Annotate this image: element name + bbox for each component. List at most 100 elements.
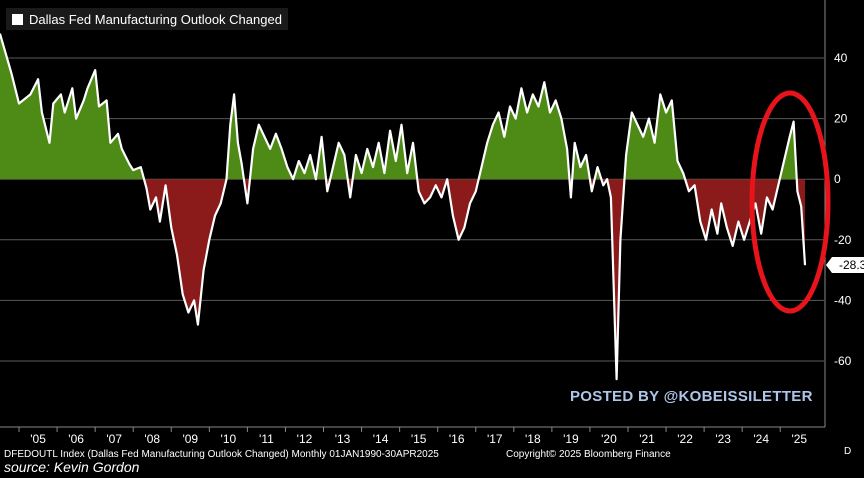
data-point xyxy=(182,293,184,295)
data-point xyxy=(705,239,707,241)
data-point xyxy=(229,124,231,126)
x-tick-label: '15 xyxy=(411,432,427,446)
data-point xyxy=(469,202,471,204)
data-point xyxy=(452,215,454,217)
x-tick-label: '24 xyxy=(753,432,769,446)
data-point xyxy=(197,324,199,326)
y-tick-label: 40 xyxy=(834,51,848,65)
x-tick-label: '21 xyxy=(639,432,655,446)
data-point xyxy=(269,148,271,150)
highlight-ellipse xyxy=(749,90,831,314)
data-point xyxy=(570,196,572,198)
data-point xyxy=(423,202,425,204)
data-point xyxy=(86,87,89,89)
data-point xyxy=(176,254,178,256)
data-point xyxy=(440,196,443,198)
data-point xyxy=(574,142,576,144)
x-tick-label: '06 xyxy=(68,432,84,446)
data-point xyxy=(549,111,551,114)
data-point xyxy=(446,178,448,180)
data-point xyxy=(10,72,12,74)
data-point xyxy=(480,166,483,168)
data-point xyxy=(694,184,696,186)
data-point xyxy=(676,160,679,162)
data-point xyxy=(0,33,1,35)
x-tick-label: '08 xyxy=(144,432,160,446)
data-point xyxy=(286,166,288,168)
data-point xyxy=(128,163,130,165)
data-point xyxy=(665,111,667,114)
data-point xyxy=(298,160,300,162)
data-point xyxy=(220,202,222,204)
data-point xyxy=(688,190,690,192)
data-point xyxy=(463,227,465,229)
last-value-box xyxy=(826,256,864,273)
data-point xyxy=(275,133,277,135)
data-point xyxy=(631,111,633,114)
legend-swatch xyxy=(12,13,23,25)
data-point xyxy=(29,93,31,95)
x-tick-label: '12 xyxy=(297,432,313,446)
data-point xyxy=(458,239,460,241)
y-tick-label: -60 xyxy=(834,354,852,368)
data-point xyxy=(602,184,604,186)
data-point xyxy=(537,105,540,108)
data-point xyxy=(509,105,511,108)
x-tick-label: '18 xyxy=(525,432,541,446)
data-point xyxy=(412,142,414,144)
area-positive xyxy=(0,33,797,180)
data-point xyxy=(555,99,557,101)
data-point xyxy=(159,221,161,223)
data-point xyxy=(526,111,528,114)
data-point xyxy=(659,93,661,95)
data-point xyxy=(18,102,20,105)
data-point xyxy=(214,215,216,217)
data-point xyxy=(281,148,283,150)
data-point xyxy=(766,196,768,198)
data-point xyxy=(117,133,119,135)
data-point xyxy=(292,178,294,180)
data-point xyxy=(406,172,408,174)
data-point xyxy=(585,154,587,156)
x-tick-label: '07 xyxy=(106,432,122,446)
data-point xyxy=(165,184,167,186)
legend: Dallas Fed Manufacturing Outlook Changed xyxy=(6,8,288,30)
x-tick-label: '19 xyxy=(563,432,579,446)
data-point xyxy=(332,166,334,168)
data-point xyxy=(383,172,385,174)
data-point xyxy=(75,118,77,120)
x-tick-label: '09 xyxy=(182,432,198,446)
data-point xyxy=(361,172,363,174)
data-point xyxy=(378,142,380,144)
data-point xyxy=(429,196,431,198)
data-point xyxy=(654,142,656,144)
data-point xyxy=(566,148,568,150)
data-point xyxy=(711,208,713,211)
data-point xyxy=(515,118,517,120)
data-point xyxy=(475,190,477,192)
data-point xyxy=(591,190,593,192)
series-line xyxy=(0,33,807,381)
data-point xyxy=(543,81,545,83)
data-point xyxy=(760,233,762,235)
data-point xyxy=(258,124,260,126)
watermark: POSTED BY @KOBEISSILETTER xyxy=(570,388,813,405)
data-point xyxy=(303,172,306,174)
data-point xyxy=(246,202,248,204)
data-point xyxy=(682,172,684,174)
data-point xyxy=(503,136,505,138)
data-point xyxy=(610,196,612,198)
data-point xyxy=(579,166,582,168)
data-point xyxy=(83,99,85,101)
data-point xyxy=(237,142,239,144)
data-point xyxy=(60,93,62,95)
data-point xyxy=(132,169,134,171)
data-point xyxy=(671,99,673,101)
data-point xyxy=(699,221,701,223)
data-point xyxy=(737,221,740,223)
data-point xyxy=(498,111,500,114)
data-point xyxy=(106,99,108,101)
data-point xyxy=(355,154,357,156)
data-point xyxy=(187,311,189,314)
